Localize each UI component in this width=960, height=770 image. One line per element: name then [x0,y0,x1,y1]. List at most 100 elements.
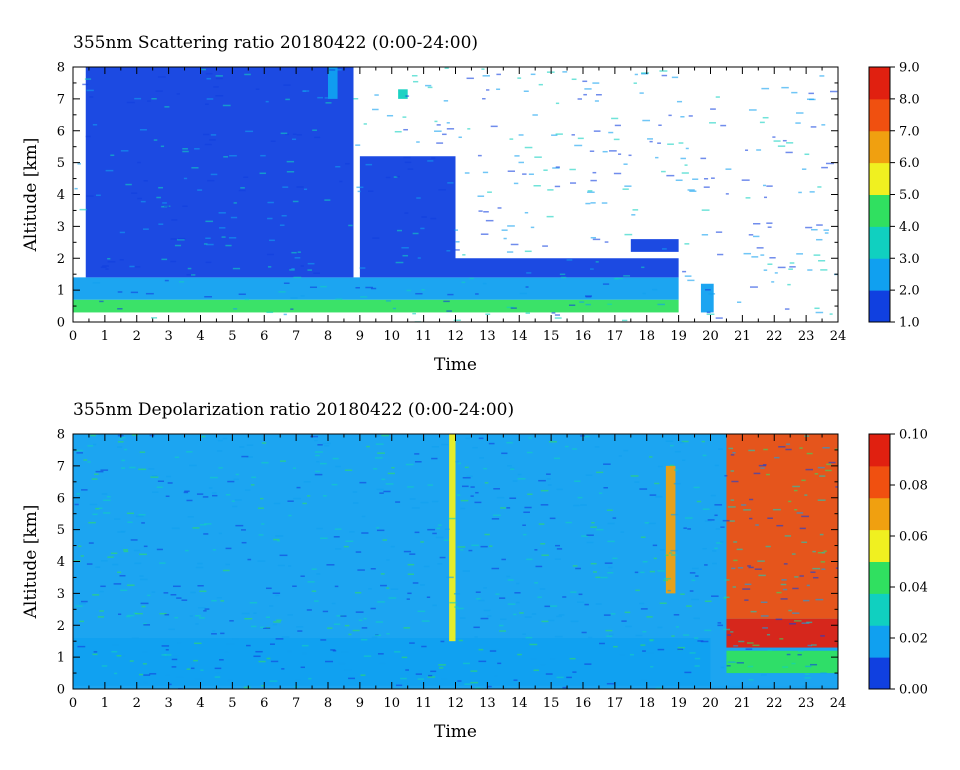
heatmap-cell [325,660,334,663]
heatmap-cell [307,269,312,271]
heatmap-cell [257,560,266,562]
heatmap-cell [534,582,539,584]
heatmap-cell [100,560,108,562]
heatmap-cell [550,658,556,660]
heatmap-cell [593,130,601,132]
heatmap-cell [322,610,329,613]
heatmap-cell [634,571,639,574]
heatmap-cell [386,114,394,117]
heatmap-cell [287,650,292,653]
heatmap-cell [714,514,718,517]
heatmap-cell [258,660,266,663]
heatmap-cell [310,435,319,438]
heatmap-cell [630,475,639,477]
heatmap-cell [373,468,378,470]
heatmap-cell [495,593,500,595]
heatmap-cell [767,517,773,519]
heatmap-cell [691,598,699,601]
x-tick-label: 9 [356,329,364,344]
heatmap-cell [199,524,207,526]
heatmap-cell [164,279,169,282]
heatmap-cell [141,605,146,608]
heatmap-cell [462,477,471,479]
heatmap-cell [582,435,590,438]
heatmap-cell [532,114,538,116]
heatmap-cell [513,182,519,185]
heatmap-cell [758,574,766,577]
heatmap-cell [306,609,312,611]
heatmap-cell [437,563,443,565]
heatmap-cell [584,88,592,90]
heatmap-cell [168,628,175,631]
heatmap-cell [224,651,229,654]
heatmap-cell [316,527,323,530]
heatmap-cell [191,167,199,169]
heatmap-cell [195,614,201,617]
heatmap-cell [527,493,533,496]
heatmap-cell [514,592,521,594]
colorbar-tick-label: 6.0 [899,156,920,171]
y-tick-label: 7 [57,92,65,107]
heatmap-cell [554,185,561,188]
heatmap-cell [344,162,350,165]
heatmap-cell [747,565,751,567]
heatmap-cell [692,178,699,180]
heatmap-cell [126,101,135,104]
heatmap-cell [726,434,838,619]
heatmap-cell [473,626,480,629]
heatmap-cell [283,282,290,284]
heatmap-cell [752,644,760,647]
heatmap-cell [528,437,532,439]
heatmap-cell [172,585,181,588]
heatmap-cell [585,474,593,476]
heatmap-cell [442,133,447,136]
heatmap-cell [506,507,511,509]
heatmap-cell [812,550,816,553]
heatmap-cell [789,266,796,268]
heatmap-cell [570,591,577,593]
heatmap-cell [462,254,466,256]
heatmap-cell [111,650,118,653]
heatmap-cell [573,504,580,507]
colorbar-tick-label: 0.00 [899,683,928,698]
heatmap-cell [483,609,491,612]
heatmap-cell [590,236,596,239]
heatmap-cell [821,124,826,126]
heatmap-cell [526,451,533,454]
heatmap-cell [620,531,625,533]
heatmap-cell [368,190,374,193]
heatmap-cell [609,633,614,636]
heatmap-cell [446,576,454,579]
heatmap-cell [203,610,207,612]
heatmap-cell [677,646,685,649]
heatmap-cell [244,618,253,620]
heatmap-cell [241,612,250,615]
heatmap-cell [767,226,772,228]
heatmap-cell [641,72,650,74]
heatmap-cell [205,237,211,240]
heatmap-cell [642,650,646,652]
x-tick-label: 10 [383,696,400,711]
heatmap-cell [225,547,232,550]
heatmap-cell [428,674,433,677]
heatmap-cell [307,495,311,497]
heatmap-cell [687,189,695,191]
heatmap-cell [631,214,636,216]
heatmap-cell [540,663,546,666]
heatmap-cell [622,188,629,190]
heatmap-cell [572,448,577,450]
heatmap-cell [491,518,500,520]
heatmap-cell [551,134,558,136]
heatmap-cell [390,545,395,548]
x-tick-label: 5 [228,696,236,711]
heatmap-cell [475,491,479,494]
heatmap-cell [714,547,718,550]
heatmap-cell [670,444,674,447]
heatmap-cell [447,517,456,520]
heatmap-cell [315,454,320,457]
heatmap-cell [348,633,352,636]
heatmap-cell [157,76,166,78]
heatmap-cell [572,565,578,567]
heatmap-cell [748,234,754,236]
heatmap-cell [387,472,395,475]
